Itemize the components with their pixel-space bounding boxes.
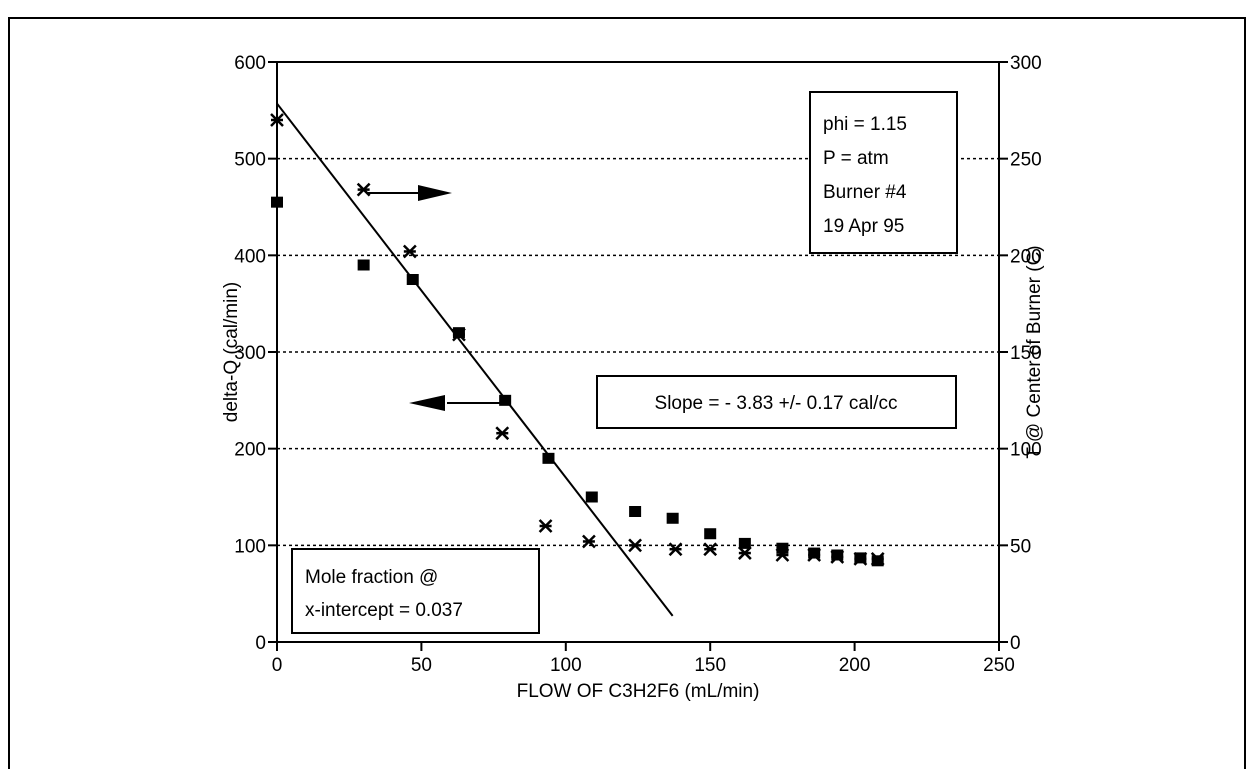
asterisk-point — [495, 426, 510, 441]
asterisk-point — [668, 542, 683, 557]
mole-fraction-box: Mole fraction @ x-intercept = 0.037 — [291, 548, 540, 634]
asterisk-point — [452, 327, 466, 342]
x-tick-label: 100 — [550, 655, 582, 676]
y2-tick-label: 100 — [1010, 440, 1042, 461]
asterisk-point — [628, 538, 642, 553]
condition-date: 19 Apr 95 — [823, 216, 904, 237]
arrow-right — [367, 185, 452, 201]
page-border — [8, 17, 1246, 774]
data-marks — [270, 113, 885, 567]
y2-tick-label: 0 — [1010, 633, 1021, 654]
square-point — [831, 549, 844, 561]
y-tick-label: 0 — [255, 633, 266, 654]
square-point — [871, 555, 884, 567]
x-tick-label: 150 — [694, 655, 726, 676]
asterisk-point — [870, 551, 885, 566]
slope-text: Slope = - 3.83 +/- 0.17 cal/cc — [655, 393, 898, 414]
square-point — [585, 491, 598, 503]
y-tick-label: 400 — [234, 246, 266, 267]
x-tick-label: 250 — [983, 655, 1015, 676]
square-point — [629, 506, 642, 517]
square-point — [406, 274, 419, 285]
asterisk-point — [830, 550, 845, 564]
y2-tick-label: 200 — [1010, 246, 1042, 267]
y-axis-label: delta-Q (cal/min) — [221, 282, 242, 422]
condition-phi: phi = 1.15 — [823, 114, 907, 135]
mole-fraction-line1: Mole fraction @ — [305, 567, 438, 588]
condition-pressure: P = atm — [823, 148, 889, 169]
conditions-box: phi = 1.15 P = atm Burner #4 19 Apr 95 — [809, 91, 958, 254]
axis-ticks — [268, 61, 1008, 651]
square-point — [452, 327, 465, 339]
y-tick-label: 500 — [234, 150, 266, 171]
x-axis-label: FLOW OF C3H2F6 (mL/min) — [517, 681, 760, 702]
asterisk-point — [402, 244, 417, 259]
x-tick-label: 50 — [411, 655, 432, 676]
square-point — [357, 259, 370, 271]
asterisk-point — [853, 551, 868, 566]
tick-labels: 0 100 200 300 400 500 600 0 50 100 150 200 250 300 0 50… — [234, 53, 1041, 676]
fit-line — [276, 102, 674, 617]
y2-tick-label: 250 — [1010, 150, 1042, 171]
y2-tick-label: 150 — [1010, 343, 1042, 364]
asterisk-point — [807, 548, 822, 562]
asterisk-point — [737, 546, 752, 560]
square-point — [666, 512, 679, 524]
x-tick-label: 0 — [272, 655, 283, 676]
mole-fraction-line2: x-intercept = 0.037 — [305, 600, 463, 621]
square-point — [704, 528, 717, 540]
y-tick-label: 200 — [234, 440, 266, 461]
x-tick-label: 200 — [839, 655, 871, 676]
asterisk-point — [775, 548, 790, 562]
arrow-left — [409, 395, 500, 411]
square-point — [738, 537, 751, 549]
asterisk-point — [538, 519, 553, 533]
asterisk-point — [270, 113, 284, 127]
square-point — [271, 196, 283, 208]
y2-axis-label: T @ Center of Burner (C) — [1024, 245, 1045, 458]
y2-tick-label: 300 — [1010, 53, 1042, 74]
asterisk-point — [703, 542, 718, 557]
square-point — [808, 547, 821, 559]
asterisk-point — [582, 534, 596, 549]
y-tick-label: 300 — [234, 343, 266, 364]
condition-burner: Burner #4 — [823, 182, 907, 203]
square-point — [776, 542, 789, 554]
square-point — [542, 452, 555, 464]
gridlines — [277, 157, 999, 547]
y-tick-label: 600 — [234, 53, 266, 74]
y-tick-label: 100 — [234, 536, 266, 557]
slope-box: Slope = - 3.83 +/- 0.17 cal/cc — [596, 375, 957, 429]
square-point — [499, 394, 512, 406]
y2-tick-label: 50 — [1010, 536, 1031, 557]
